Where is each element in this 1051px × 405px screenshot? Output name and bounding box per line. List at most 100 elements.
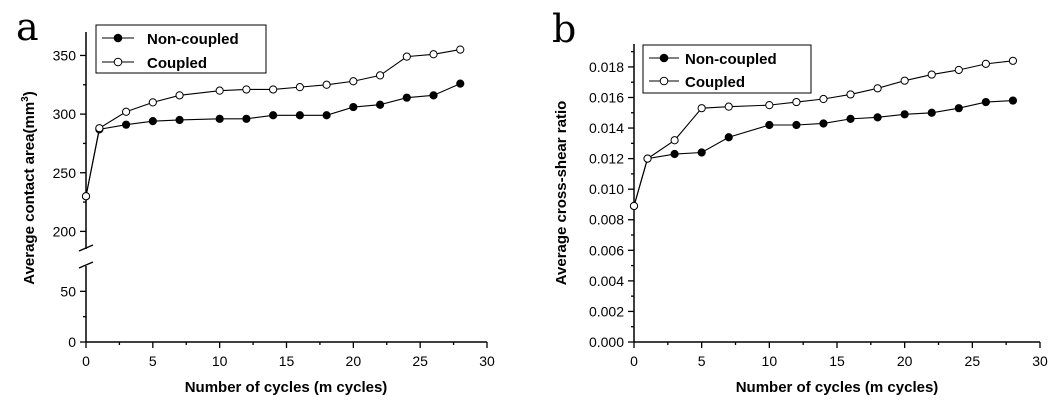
panel-a-x-tick-label: 0 xyxy=(82,353,90,369)
panel-b-data-point-coupled xyxy=(765,101,774,110)
panel-a-data-point-coupled xyxy=(215,86,224,95)
panel-a-data-point-non-coupled xyxy=(269,111,278,120)
panel-a-data-point-coupled xyxy=(242,85,251,94)
panel-b-data-point-coupled xyxy=(670,136,679,145)
panel-b-tick-labels: 0 5 10 15 20 25 30 0.000 0.002 0.004 0.006 0.008 0.0… xyxy=(589,59,1048,369)
panel-a-legend-label-non-coupled: Non-coupled xyxy=(147,31,239,48)
panel-a-y-tick-label: 350 xyxy=(53,47,77,63)
panel-a-data-point-non-coupled xyxy=(349,102,358,112)
panel-a-data-point-non-coupled xyxy=(122,120,131,129)
panel-b-legend-marker-coupled xyxy=(659,76,669,86)
panel-b-y-tick-label: 0.000 xyxy=(589,334,624,350)
panel-b-data-point-coupled xyxy=(873,84,882,93)
panel-b-series-line-non-coupled xyxy=(633,99,1013,207)
panel-a-data-point-non-coupled xyxy=(242,114,251,123)
panel-b-y-tick-label: 0.018 xyxy=(589,59,624,75)
panel-b-ticks xyxy=(628,50,1041,348)
panel-b-y-tick-label: 0.010 xyxy=(589,181,624,197)
panel-b-data-point-non-coupled xyxy=(697,148,706,157)
panel-b-y-axis-title: Average cross-shear ratio xyxy=(553,101,570,286)
panel-a-series xyxy=(81,45,465,201)
panel-b-data-point-coupled xyxy=(724,102,733,111)
panel-b-y-tick-label: 0.002 xyxy=(589,303,624,319)
panel-b-data-point-non-coupled xyxy=(846,114,855,123)
panel-b-data-point-non-coupled xyxy=(954,104,963,113)
panel-a-data-point-coupled xyxy=(375,71,385,80)
panel-b-data-point-coupled xyxy=(846,90,855,99)
panel-a-x-tick-label: 10 xyxy=(212,353,228,369)
panel-a-y-tick-label: 250 xyxy=(53,165,77,181)
panel-a-data-point-non-coupled xyxy=(322,111,331,120)
panel-a-x-tick-label: 25 xyxy=(412,353,428,369)
panel-b-y-tick-label: 0.004 xyxy=(589,273,624,289)
panel-a-legend-label-coupled: Coupled xyxy=(147,55,207,72)
panel-a-ticks xyxy=(80,54,488,348)
panel-a-y-axis-title: Average contact area(mm3) xyxy=(20,91,38,284)
panel-a-y-axis-title-superscript: 3 xyxy=(20,96,31,102)
panel-a-data-point-non-coupled xyxy=(215,114,224,123)
panel-b-data-point-non-coupled xyxy=(981,97,990,107)
panel-b-x-tick-label: 10 xyxy=(762,353,778,369)
panel-a-data-point-non-coupled xyxy=(429,91,438,100)
panel-b-x-tick-label: 0 xyxy=(630,353,638,369)
panel-a-axis-break-mark-bottom xyxy=(78,261,94,269)
panel-a-legend-box xyxy=(95,24,267,74)
panel-a-y-axis-title-suffix: ) xyxy=(21,91,38,96)
panel-b-legend-label-non-coupled: Non-coupled xyxy=(685,51,777,68)
panel-b-data-point-non-coupled xyxy=(670,149,679,159)
panel-a-data-point-non-coupled xyxy=(402,93,411,102)
panel-b-x-tick-label: 5 xyxy=(698,353,706,369)
panel-a-axis-break-mark-top xyxy=(78,244,94,252)
panel-b-data-point-coupled xyxy=(900,76,909,85)
panel-b-data-point-coupled xyxy=(697,104,706,113)
panel-b-y-tick-label: 0.008 xyxy=(589,212,624,228)
panel-a-data-point-coupled xyxy=(349,77,358,86)
panel-b-x-tick-label: 25 xyxy=(965,353,981,369)
panel-b-series xyxy=(629,56,1018,211)
panel-b-legend: Non-coupled Coupled xyxy=(642,44,812,94)
panel-a-axes xyxy=(78,32,487,343)
panel-b-data-point-coupled xyxy=(927,70,936,79)
panel-a-data-point-coupled xyxy=(456,45,465,54)
panel-a-data-point-non-coupled xyxy=(375,100,385,109)
panel-a-data-point-coupled xyxy=(402,52,411,61)
panel-b-data-point-non-coupled xyxy=(724,133,733,142)
panel-a-data-point-coupled xyxy=(95,124,104,133)
panel-a-legend: Non-coupled Coupled xyxy=(95,24,267,74)
panel-b-data-point-non-coupled xyxy=(765,120,774,130)
panel-a-data-point-non-coupled xyxy=(148,117,157,126)
panel-a-data-point-non-coupled xyxy=(456,79,465,88)
panel-b-data-point-coupled xyxy=(981,59,990,68)
panel-a-data-point-coupled xyxy=(295,83,304,92)
panel-a-y-tick-label: 200 xyxy=(53,223,77,239)
panel-a-y-tick-label: 50 xyxy=(60,283,76,299)
panel-b-data-point-coupled xyxy=(792,97,801,107)
panel-b-chart: b 0 5 10 15 20 25 300.0000.0020.0040.0060.0080… xyxy=(552,7,1048,396)
panel-b-data-point-coupled xyxy=(954,65,963,75)
panel-b-legend-marker-non-coupled xyxy=(659,53,669,63)
panel-b-y-tick-label: 0.006 xyxy=(589,242,624,258)
panel-b-y-tick-label: 0.016 xyxy=(589,89,624,105)
panel-b-data-point-non-coupled xyxy=(900,110,909,119)
panel-a-x-tick-label: 5 xyxy=(149,353,157,369)
panel-a-x-tick-label: 15 xyxy=(279,353,295,369)
panel-b-data-point-non-coupled xyxy=(1008,96,1018,105)
panel-b-data-point-non-coupled xyxy=(927,108,936,117)
panel-a-data-point-coupled xyxy=(81,192,91,201)
panel-a-data-point-coupled xyxy=(122,107,131,116)
panel-b-x-tick-label: 30 xyxy=(1032,353,1048,369)
panel-b-data-point-non-coupled xyxy=(819,119,828,128)
panel-b-data-point-coupled xyxy=(643,154,652,163)
panel-a-y-axis-title-main: Average contact area(mm xyxy=(21,102,38,285)
panel-a-data-point-non-coupled xyxy=(175,115,184,125)
panel-a-x-tick-label: 20 xyxy=(346,353,362,369)
panel-b-data-point-coupled xyxy=(819,94,828,104)
panel-b-data-point-coupled xyxy=(629,201,639,211)
panel-a-legend-marker-coupled xyxy=(113,57,123,67)
panel-b-y-tick-label: 0.014 xyxy=(589,120,624,136)
panel-a-data-point-coupled xyxy=(148,98,157,107)
panel-a-x-axis-title: Number of cycles (m cycles) xyxy=(185,379,388,396)
